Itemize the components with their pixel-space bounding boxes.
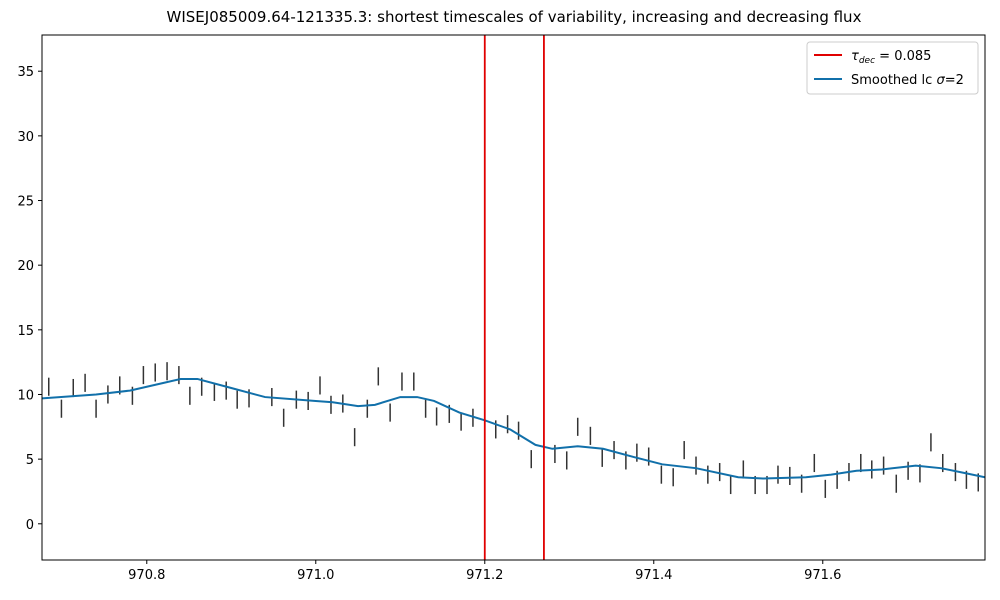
x-tick-label: 971.2 <box>466 568 503 583</box>
x-tick-label: 971.4 <box>635 568 672 583</box>
x-tick-label: 971.0 <box>297 568 334 583</box>
x-tick-label: 971.6 <box>804 568 841 583</box>
y-tick-label: 5 <box>26 453 34 468</box>
smoothed-line <box>42 377 985 480</box>
y-tick-label: 25 <box>17 195 34 210</box>
y-tick-label: 15 <box>17 324 34 339</box>
y-tick-label: 20 <box>17 259 34 274</box>
axes-frame <box>41 34 986 561</box>
legend-box <box>806 41 979 95</box>
x-tick-label: 970.8 <box>128 568 165 583</box>
legend-text-part: τ <box>851 49 859 64</box>
y-tick-label: 30 <box>17 130 34 145</box>
legend-text-part: dec <box>859 56 875 66</box>
legend-text-part: Smoothed lc <box>851 73 936 88</box>
chart-title: WISEJ085009.64-121335.3: shortest timesc… <box>167 8 862 26</box>
legend-text-part: = 0.085 <box>875 49 931 64</box>
legend-label: Smoothed lc σ=2 <box>851 73 964 88</box>
legend-text-part: =2 <box>945 73 964 88</box>
y-tick-label: 35 <box>17 65 34 80</box>
plot-area <box>42 35 985 560</box>
legend-label: τdec = 0.085 <box>851 49 931 66</box>
y-tick-label: 10 <box>17 388 34 403</box>
legend-text-part: σ <box>936 73 945 88</box>
y-tick-label: 0 <box>26 518 34 533</box>
